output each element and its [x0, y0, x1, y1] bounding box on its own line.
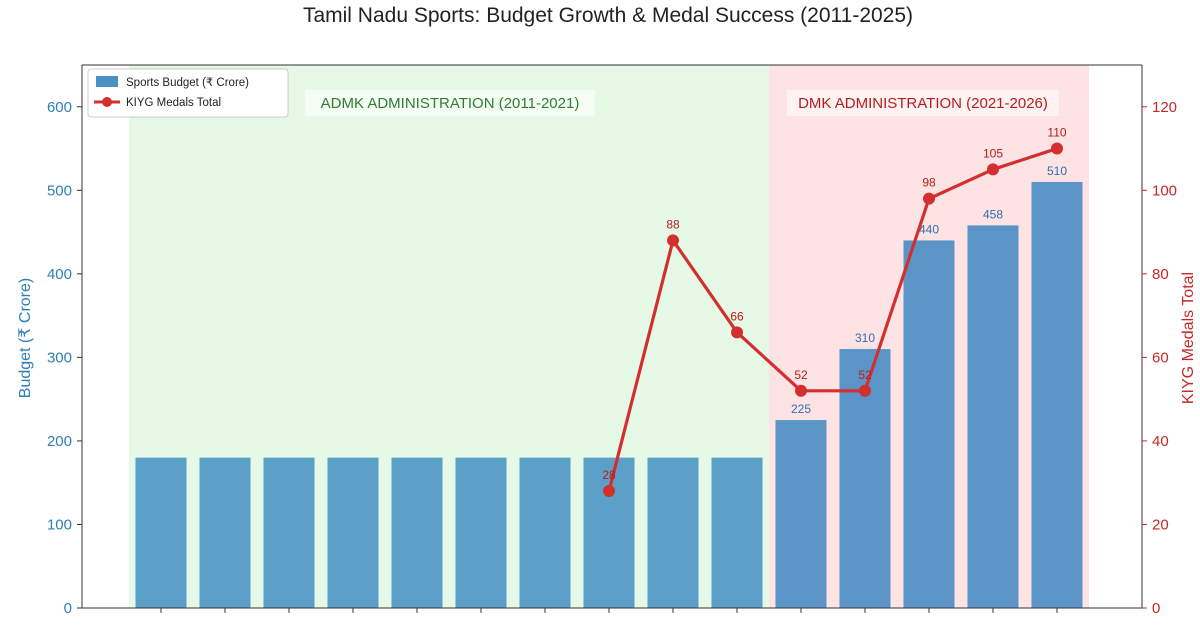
region-label-box-0 [305, 90, 595, 116]
y-axis-label-right: KIYG Medals Total [1180, 272, 1197, 404]
budget-bar-4 [391, 457, 443, 608]
budget-bar-5 [455, 457, 507, 608]
medal-point-label-12: 98 [922, 176, 936, 190]
medal-point-label-9: 66 [730, 309, 744, 323]
budget-bar-6 [519, 457, 571, 608]
budget-bar-2 [263, 457, 315, 608]
medal-point-12 [923, 192, 935, 205]
budget-bar-labels: 225 310 440 458 510 [791, 164, 1067, 416]
y-tick-label-left-0: 0 [64, 600, 72, 617]
legend-label-budget: Sports Budget (₹ Crore) [126, 77, 249, 89]
medal-point-10 [795, 384, 807, 397]
medal-point-14 [1051, 142, 1063, 155]
y-tick-label-right-6: 120 [1152, 99, 1177, 116]
legend: Sports Budget (₹ Crore) KIYG Medals Total [87, 68, 289, 118]
medal-point-label-13: 105 [983, 146, 1003, 160]
y-tick-label-right-5: 100 [1152, 182, 1177, 199]
budget-bar-1 [199, 457, 251, 608]
medal-point-13 [987, 163, 999, 176]
region-label-0: ADMK ADMINISTRATION (2011-2021) [321, 95, 580, 112]
medal-point-label-10: 52 [794, 368, 808, 382]
medal-point-9 [731, 326, 743, 339]
budget-bar-14 [1031, 181, 1083, 608]
y-tick-label-left-3: 300 [47, 349, 72, 366]
y-tick-label-left-1: 100 [47, 516, 72, 533]
medal-point-labels: 28 88 66 52 52 98 105 110 [602, 126, 1067, 483]
y-tick-label-right-4: 80 [1152, 266, 1169, 283]
budget-bar-label-12: 440 [919, 222, 939, 236]
axes: 0 100 200 300 400 500 600 0 20 40 60 80 100 120 [47, 64, 1177, 617]
budget-bar-8 [647, 457, 699, 608]
medal-point-8 [667, 234, 679, 247]
budget-bar-10 [775, 420, 827, 608]
medal-point-11 [859, 384, 871, 397]
budget-bar-label-11: 310 [855, 331, 875, 345]
legend-box [87, 68, 289, 118]
medal-point-label-8: 88 [666, 217, 680, 231]
y-axis-label-left: Budget (₹ Crore) [17, 278, 34, 398]
medal-point-label-7: 28 [602, 468, 616, 482]
legend-swatch-medals-marker [102, 97, 112, 107]
chart-title: Tamil Nadu Sports: Budget Growth & Medal… [303, 4, 913, 27]
medal-line-series [603, 142, 1063, 498]
y-tick-label-left-6: 600 [47, 99, 72, 116]
legend-swatch-budget [96, 76, 118, 87]
budget-bar-7 [583, 457, 635, 608]
medal-point-label-14: 110 [1047, 126, 1066, 140]
budget-bar-0 [135, 457, 187, 608]
y-tick-label-right-1: 20 [1152, 516, 1169, 533]
y-tick-label-left-4: 400 [47, 266, 72, 283]
y-tick-label-right-2: 40 [1152, 433, 1169, 450]
budget-bar-12 [903, 240, 955, 608]
y-tick-label-left-2: 200 [47, 433, 72, 450]
y-tick-label-right-0: 0 [1152, 600, 1160, 617]
legend-label-medals: KIYG Medals Total [126, 97, 221, 109]
region-label-box-1 [787, 90, 1059, 116]
medal-point-7 [603, 485, 615, 498]
budget-bar-13 [967, 225, 1019, 608]
medal-point-label-11: 52 [858, 368, 872, 382]
budget-bars [135, 181, 1083, 608]
y-tick-label-left-5: 500 [47, 182, 72, 199]
y-tick-label-right-3: 60 [1152, 349, 1169, 366]
budget-bar-9 [711, 457, 763, 608]
region-label-1: DMK ADMINISTRATION (2021-2026) [798, 95, 1048, 112]
budget-bar-label-13: 458 [983, 207, 1003, 221]
budget-bar-label-14: 510 [1047, 164, 1067, 178]
medal-line [607, 147, 1058, 492]
budget-bar-label-10: 225 [791, 402, 811, 416]
budget-bar-3 [327, 457, 379, 608]
